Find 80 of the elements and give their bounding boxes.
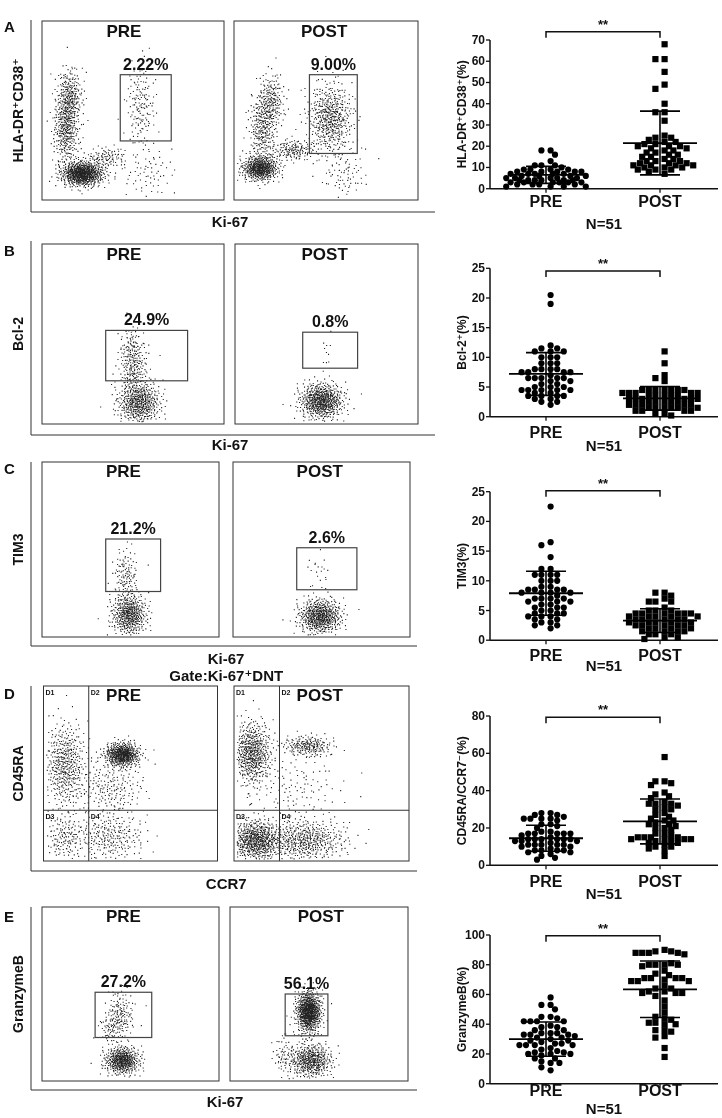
x-axis-title: N=51 [585, 656, 623, 674]
y-tick-label: 0 [478, 858, 486, 873]
y-tick-label: 40 [471, 96, 486, 111]
text: 0.8% [311, 313, 349, 331]
text: Gate:Ki-67⁺DNT [169, 667, 284, 684]
text: ** [597, 16, 609, 32]
text: E [4, 908, 15, 925]
x-axis-title: N=51 [585, 436, 623, 454]
y-axis-title: Bcl-2⁺(%) [455, 315, 469, 370]
text: 21.2% [110, 520, 156, 537]
text: CD45RA [10, 745, 26, 802]
y-tick-label: 15 [471, 544, 486, 559]
y-tick-label: 0 [478, 409, 486, 424]
y-tick-label: 60 [471, 987, 486, 1002]
y-tick-label: 70 [471, 33, 486, 47]
y-tick-label: 10 [471, 573, 486, 588]
text: Ki-67 [206, 1093, 244, 1110]
y-tick-label: 25 [471, 261, 486, 276]
x-axis-title: N=51 [585, 215, 623, 232]
text: 24.9% [123, 311, 170, 329]
y-tick-label: 60 [471, 54, 486, 69]
text: C [4, 460, 15, 477]
text: Ki-67 [207, 650, 245, 667]
y-tick-label: 0 [478, 1076, 486, 1091]
text: D [4, 685, 15, 702]
y-tick-label: 20 [471, 820, 486, 835]
y-axis-title: TIM3(%) [455, 542, 469, 589]
category-label: PRE [106, 686, 142, 705]
annotation: ** [597, 702, 609, 718]
text: 56.1% [283, 975, 330, 992]
y-tick-label: 80 [471, 957, 486, 972]
category-label: PRE [105, 462, 141, 481]
y-axis-title: GranzymeB(%) [455, 966, 469, 1053]
y-tick-label: 0 [478, 633, 486, 648]
category-label: PRE [106, 22, 142, 41]
text: 2.6% [308, 528, 346, 546]
y-tick-label: 20 [471, 290, 486, 305]
y-tick-label: 15 [471, 320, 486, 335]
y-tick-label: 10 [471, 160, 486, 175]
text: GranzymeB [10, 955, 26, 1033]
annotation: ** [597, 256, 609, 271]
category-label: POST [301, 245, 349, 264]
y-tick-label: 50 [471, 75, 486, 90]
y-tick-label: 40 [471, 783, 486, 798]
text: 9.00% [310, 55, 357, 73]
y-axis-title: CD45RA/CCR7⁻(%) [455, 736, 469, 846]
text: 27.2% [100, 973, 147, 991]
y-tick-label: 80 [471, 709, 486, 723]
annotation: ** [597, 920, 609, 936]
text: A [4, 18, 15, 35]
y-tick-label: 20 [471, 514, 486, 529]
category-label: POST [296, 686, 344, 705]
text: 2.22% [123, 55, 169, 73]
y-tick-label: 60 [471, 746, 486, 761]
text: CCR7 [205, 875, 247, 892]
x-axis-title: N=51 [585, 884, 623, 902]
text: TIM3 [10, 533, 26, 566]
y-tick-label: 5 [478, 603, 486, 618]
category-label: PRE [105, 907, 141, 926]
text: Bcl-2 [10, 316, 26, 352]
y-tick-label: 30 [471, 117, 486, 132]
text: B [4, 242, 15, 259]
category-label: PRE [106, 245, 142, 264]
y-tick-label: 25 [471, 484, 486, 499]
text: Ki-67 [211, 213, 249, 230]
y-tick-label: 20 [471, 139, 486, 154]
text: Ki-67 [211, 436, 249, 453]
category-label: POST [296, 462, 344, 481]
category-label: POST [301, 22, 348, 41]
y-tick-label: 10 [471, 350, 486, 365]
text: ** [597, 475, 609, 491]
y-tick-label: 5 [478, 380, 486, 395]
y-axis-title: HLA-DR⁺CD38⁺(%) [455, 60, 469, 169]
text: HLA-DR⁺CD38⁺ [10, 58, 26, 163]
y-tick-label: 40 [471, 1017, 486, 1032]
x-axis-title: N=51 [585, 1099, 623, 1117]
y-tick-label: 100 [464, 928, 486, 942]
y-tick-label: 0 [478, 181, 486, 196]
y-tick-label: 20 [471, 1046, 486, 1061]
category-label: POST [297, 907, 345, 926]
